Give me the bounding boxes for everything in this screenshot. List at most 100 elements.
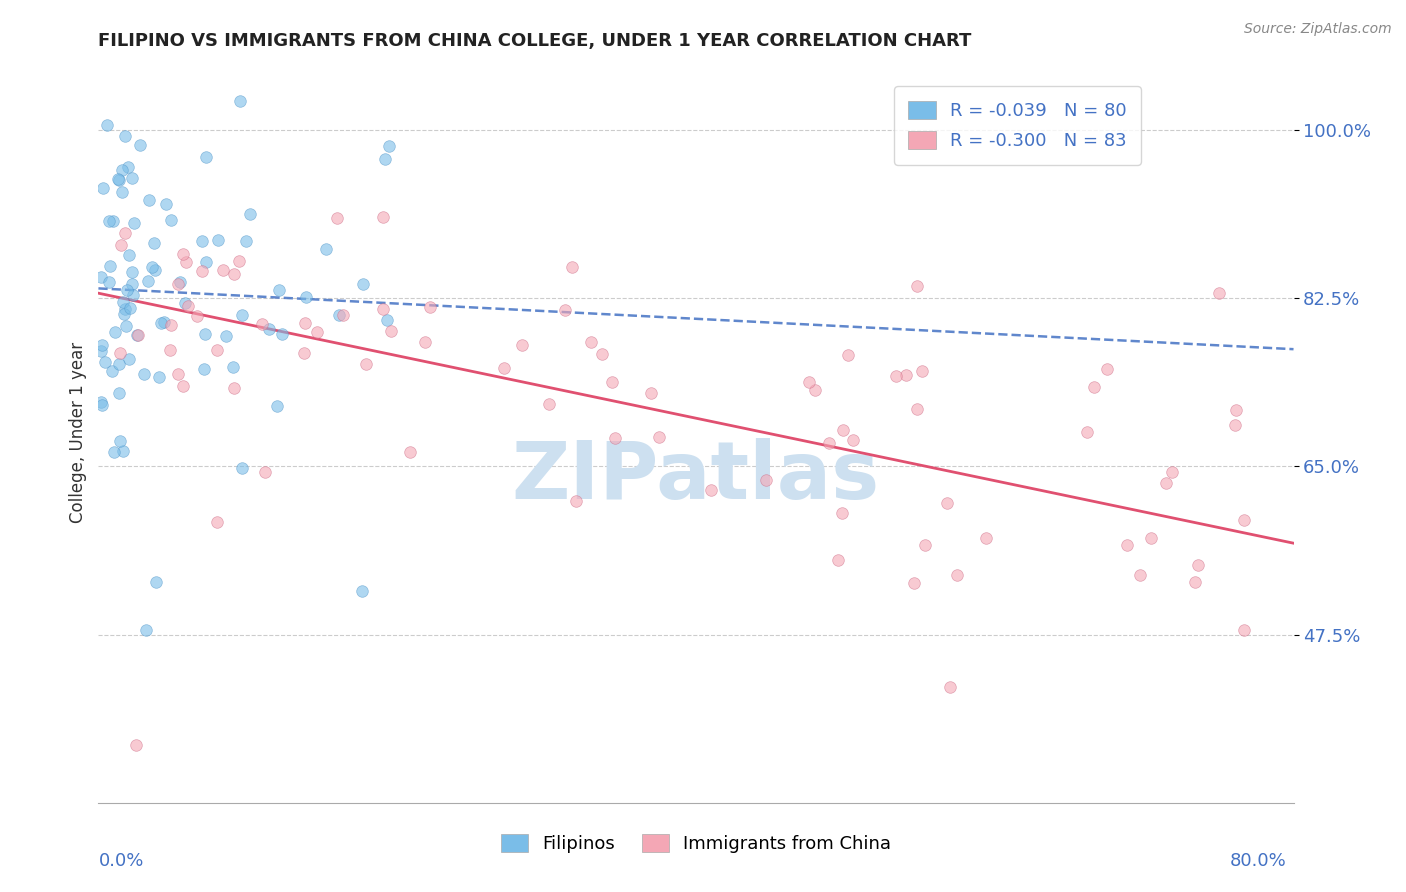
- Point: [94, 355, 117, 369]
- Point: [579, 334, 602, 349]
- Point: [110, 346, 132, 360]
- Point: [1140, 531, 1163, 545]
- Point: [1184, 574, 1206, 589]
- Point: [149, 316, 172, 330]
- Point: [561, 260, 583, 275]
- Point: [153, 315, 176, 329]
- Point: [98, 259, 121, 273]
- Point: [842, 433, 865, 447]
- Point: [148, 370, 170, 384]
- Point: [378, 139, 401, 153]
- Point: [1095, 361, 1118, 376]
- Point: [172, 247, 194, 261]
- Point: [115, 318, 138, 333]
- Point: [914, 538, 936, 552]
- Point: [174, 296, 197, 310]
- Point: [905, 279, 928, 293]
- Text: FILIPINO VS IMMIGRANTS FROM CHINA COLLEGE, UNDER 1 YEAR CORRELATION CHART: FILIPINO VS IMMIGRANTS FROM CHINA COLLEG…: [98, 32, 972, 50]
- Point: [194, 327, 217, 342]
- Point: [380, 324, 402, 338]
- Point: [108, 173, 131, 187]
- Text: 80.0%: 80.0%: [1230, 852, 1286, 870]
- Legend: Filipinos, Immigrants from China: Filipinos, Immigrants from China: [494, 827, 898, 861]
- Point: [554, 302, 576, 317]
- Point: [222, 268, 245, 282]
- Point: [186, 309, 208, 323]
- Point: [97, 214, 120, 228]
- Point: [1154, 476, 1177, 491]
- Text: ZIPatlas: ZIPatlas: [512, 438, 880, 516]
- Point: [128, 137, 150, 152]
- Point: [135, 623, 157, 637]
- Point: [166, 368, 188, 382]
- Point: [1233, 624, 1256, 638]
- Point: [90, 394, 112, 409]
- Point: [1160, 466, 1182, 480]
- Point: [371, 211, 394, 225]
- Point: [191, 234, 214, 248]
- Point: [605, 431, 627, 445]
- Point: [195, 150, 218, 164]
- Point: [884, 368, 907, 383]
- Point: [1232, 513, 1254, 527]
- Point: [271, 326, 294, 341]
- Point: [352, 277, 374, 291]
- Point: [212, 263, 235, 277]
- Point: [118, 351, 141, 366]
- Point: [108, 357, 131, 371]
- Point: [159, 343, 181, 358]
- Point: [121, 265, 143, 279]
- Point: [90, 398, 112, 412]
- Y-axis label: College, Under 1 year: College, Under 1 year: [69, 342, 87, 524]
- Point: [600, 376, 623, 390]
- Point: [90, 269, 112, 284]
- Point: [121, 170, 143, 185]
- Point: [194, 254, 217, 268]
- Point: [155, 197, 177, 211]
- Point: [818, 436, 841, 450]
- Text: Source: ZipAtlas.com: Source: ZipAtlas.com: [1244, 22, 1392, 37]
- Point: [224, 381, 246, 395]
- Point: [172, 378, 194, 392]
- Point: [205, 343, 228, 357]
- Point: [132, 367, 155, 381]
- Point: [111, 443, 134, 458]
- Point: [399, 444, 422, 458]
- Point: [118, 301, 141, 315]
- Point: [231, 308, 253, 322]
- Point: [831, 507, 853, 521]
- Point: [294, 316, 316, 330]
- Point: [114, 302, 136, 317]
- Point: [101, 364, 124, 378]
- Point: [160, 213, 183, 227]
- Point: [136, 274, 159, 288]
- Point: [804, 383, 827, 397]
- Point: [946, 567, 969, 582]
- Point: [142, 235, 165, 250]
- Point: [159, 318, 181, 332]
- Point: [111, 185, 134, 199]
- Point: [96, 118, 118, 132]
- Point: [239, 207, 262, 221]
- Point: [108, 434, 131, 448]
- Point: [419, 300, 441, 314]
- Point: [121, 277, 143, 292]
- Point: [138, 193, 160, 207]
- Point: [125, 327, 148, 342]
- Point: [112, 307, 135, 321]
- Point: [305, 326, 328, 340]
- Point: [537, 397, 560, 411]
- Point: [107, 172, 129, 186]
- Text: 0.0%: 0.0%: [98, 852, 143, 870]
- Point: [1225, 403, 1247, 417]
- Point: [894, 368, 917, 383]
- Point: [565, 494, 588, 508]
- Point: [315, 243, 337, 257]
- Point: [141, 260, 163, 274]
- Point: [974, 531, 997, 545]
- Point: [103, 445, 125, 459]
- Point: [350, 584, 373, 599]
- Point: [1076, 425, 1098, 439]
- Point: [191, 264, 214, 278]
- Point: [591, 347, 613, 361]
